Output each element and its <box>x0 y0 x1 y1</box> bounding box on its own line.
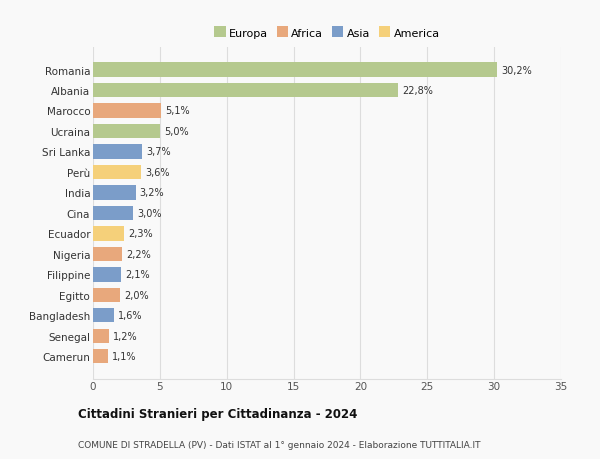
Bar <box>93 206 133 221</box>
Bar <box>93 104 161 118</box>
Text: 1,2%: 1,2% <box>113 331 137 341</box>
Bar <box>93 268 121 282</box>
Bar <box>93 329 109 343</box>
Text: COMUNE DI STRADELLA (PV) - Dati ISTAT al 1° gennaio 2024 - Elaborazione TUTTITAL: COMUNE DI STRADELLA (PV) - Dati ISTAT al… <box>78 440 481 449</box>
Text: 2,1%: 2,1% <box>125 270 150 280</box>
Text: 22,8%: 22,8% <box>402 86 433 96</box>
Text: 2,0%: 2,0% <box>124 290 148 300</box>
Bar <box>93 63 497 78</box>
Bar <box>93 349 108 364</box>
Text: 1,6%: 1,6% <box>118 311 143 321</box>
Text: Cittadini Stranieri per Cittadinanza - 2024: Cittadini Stranieri per Cittadinanza - 2… <box>78 407 358 420</box>
Text: 2,3%: 2,3% <box>128 229 152 239</box>
Text: 2,2%: 2,2% <box>127 249 151 259</box>
Bar <box>93 145 142 159</box>
Bar <box>93 308 115 323</box>
Bar <box>93 227 124 241</box>
Bar <box>93 288 120 302</box>
Text: 3,0%: 3,0% <box>137 208 161 218</box>
Text: 3,6%: 3,6% <box>145 168 170 178</box>
Bar <box>93 247 122 262</box>
Text: 1,1%: 1,1% <box>112 352 136 362</box>
Bar <box>93 186 136 200</box>
Text: 3,2%: 3,2% <box>140 188 164 198</box>
Text: 5,1%: 5,1% <box>165 106 190 116</box>
Bar <box>93 84 398 98</box>
Bar <box>93 165 141 180</box>
Bar <box>93 124 160 139</box>
Text: 3,7%: 3,7% <box>146 147 171 157</box>
Text: 30,2%: 30,2% <box>501 65 532 75</box>
Legend: Europa, Africa, Asia, America: Europa, Africa, Asia, America <box>210 24 444 43</box>
Text: 5,0%: 5,0% <box>164 127 188 137</box>
